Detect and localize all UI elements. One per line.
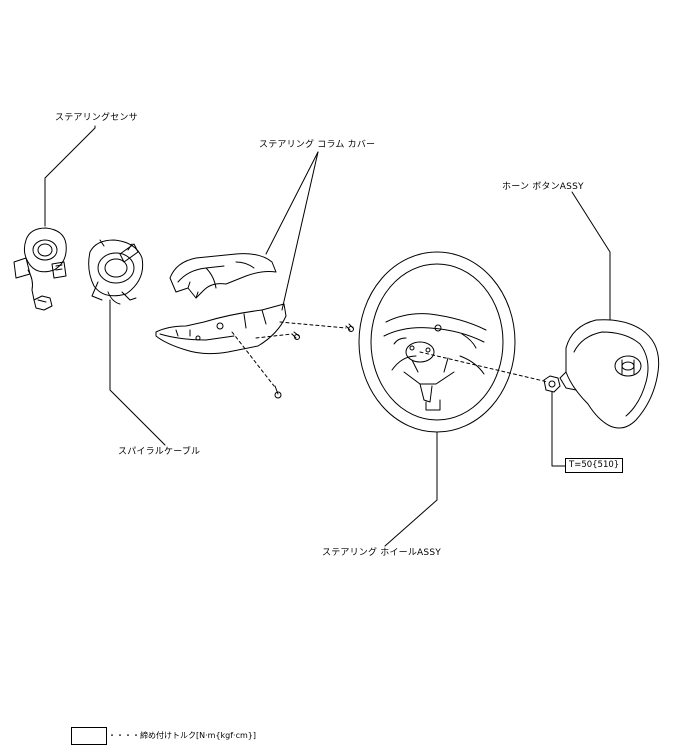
leader-line-column-cover-lower xyxy=(281,151,319,311)
label-steering-sensor: ステアリングセンサ xyxy=(55,113,138,123)
label-column-cover: ステアリング コラム カバー xyxy=(259,140,376,150)
legend-text: ・・・・締め付けトルク[N·m{kgf·cm}] xyxy=(108,731,257,740)
label-steering-wheel: ステアリング ホイールASSY xyxy=(322,548,441,558)
leader-line-torque xyxy=(551,391,566,467)
label-horn-button: ホーン ボタンASSY xyxy=(502,182,584,192)
column-cover-upper-part xyxy=(169,253,277,299)
leader-line-horn-button xyxy=(571,191,611,321)
cover-screws xyxy=(274,323,354,399)
assembly-lines xyxy=(231,321,549,387)
steering-wheel-nut xyxy=(543,375,561,393)
leader-line-spiral-cable xyxy=(109,299,166,446)
horn-button-part xyxy=(559,319,660,429)
column-cover-lower-part xyxy=(155,303,287,355)
label-spiral-cable: スパイラルケーブル xyxy=(118,447,201,457)
leader-line-steering-sensor xyxy=(44,125,96,227)
legend-torque-box xyxy=(71,727,107,745)
steering-wheel-part xyxy=(358,251,516,433)
leader-line-column-cover-upper xyxy=(265,151,319,255)
spiral-cable-part xyxy=(88,239,144,305)
leader-line-steering-wheel xyxy=(384,431,438,547)
torque-spec-box: T=50{510} xyxy=(565,458,624,473)
steering-sensor-part xyxy=(13,227,67,311)
